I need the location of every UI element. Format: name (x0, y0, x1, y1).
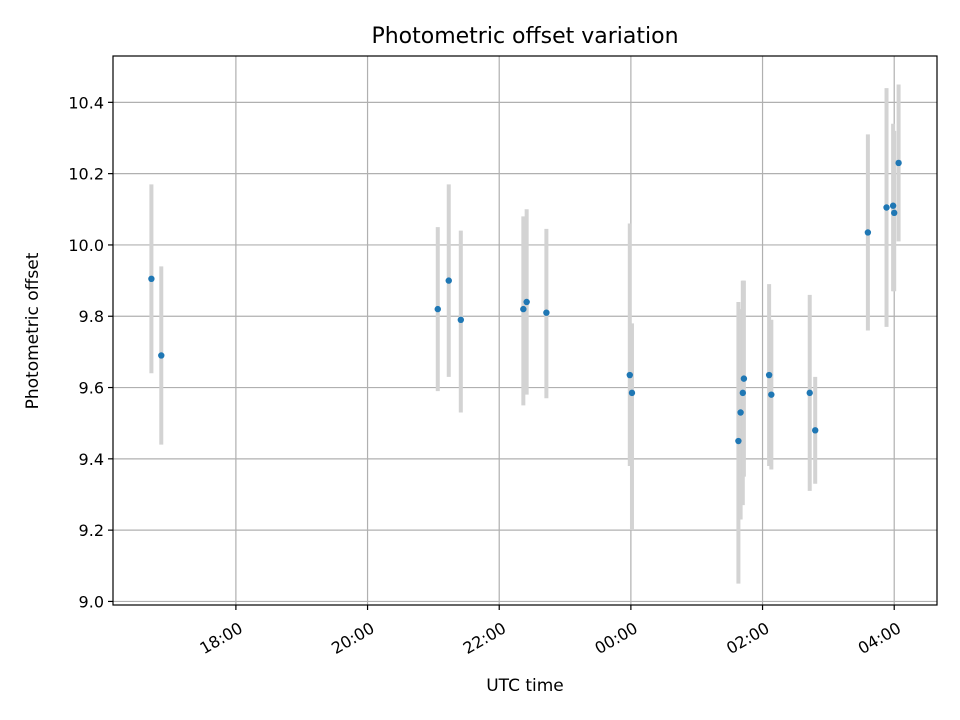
data-point (891, 209, 898, 217)
chart-title: Photometric offset variation (371, 24, 678, 49)
data-point (768, 391, 775, 398)
data-point (864, 229, 872, 236)
data-point (806, 389, 813, 397)
data-point (883, 204, 890, 211)
x-axis-label: UTC time (486, 676, 564, 696)
y-axis-label: Photometric offset (23, 252, 43, 409)
data-point (889, 202, 897, 209)
data-point (739, 389, 746, 397)
data-point (812, 427, 819, 434)
y-tick-label: 9.8 (79, 307, 104, 326)
y-axis-ticks: 9.0 9.2 9.4 9.6 9.8 10.0 10.2 10.4 (68, 93, 113, 611)
data-point (765, 371, 773, 379)
data-point (523, 298, 530, 306)
data-point (735, 437, 742, 445)
plot-frame (112, 55, 938, 606)
data-point (737, 409, 744, 416)
y-tick-label: 10.4 (68, 93, 104, 112)
y-tick-label: 9.6 (79, 379, 104, 398)
data-point (626, 371, 633, 379)
data-point (434, 305, 441, 313)
data-point (158, 352, 165, 359)
data-point (445, 277, 452, 284)
data-points (148, 159, 902, 445)
data-point (457, 316, 465, 324)
y-tick-label: 9.0 (79, 592, 104, 611)
data-point (895, 159, 902, 167)
data-point (628, 389, 636, 397)
y-tick-label: 10.0 (68, 236, 104, 255)
y-tick-label: 10.2 (68, 165, 104, 184)
data-point (520, 305, 527, 313)
data-point (148, 275, 155, 283)
data-point (543, 309, 550, 316)
y-tick-label: 9.2 (79, 521, 104, 540)
y-tick-label: 9.4 (79, 450, 104, 469)
data-point (740, 375, 748, 382)
